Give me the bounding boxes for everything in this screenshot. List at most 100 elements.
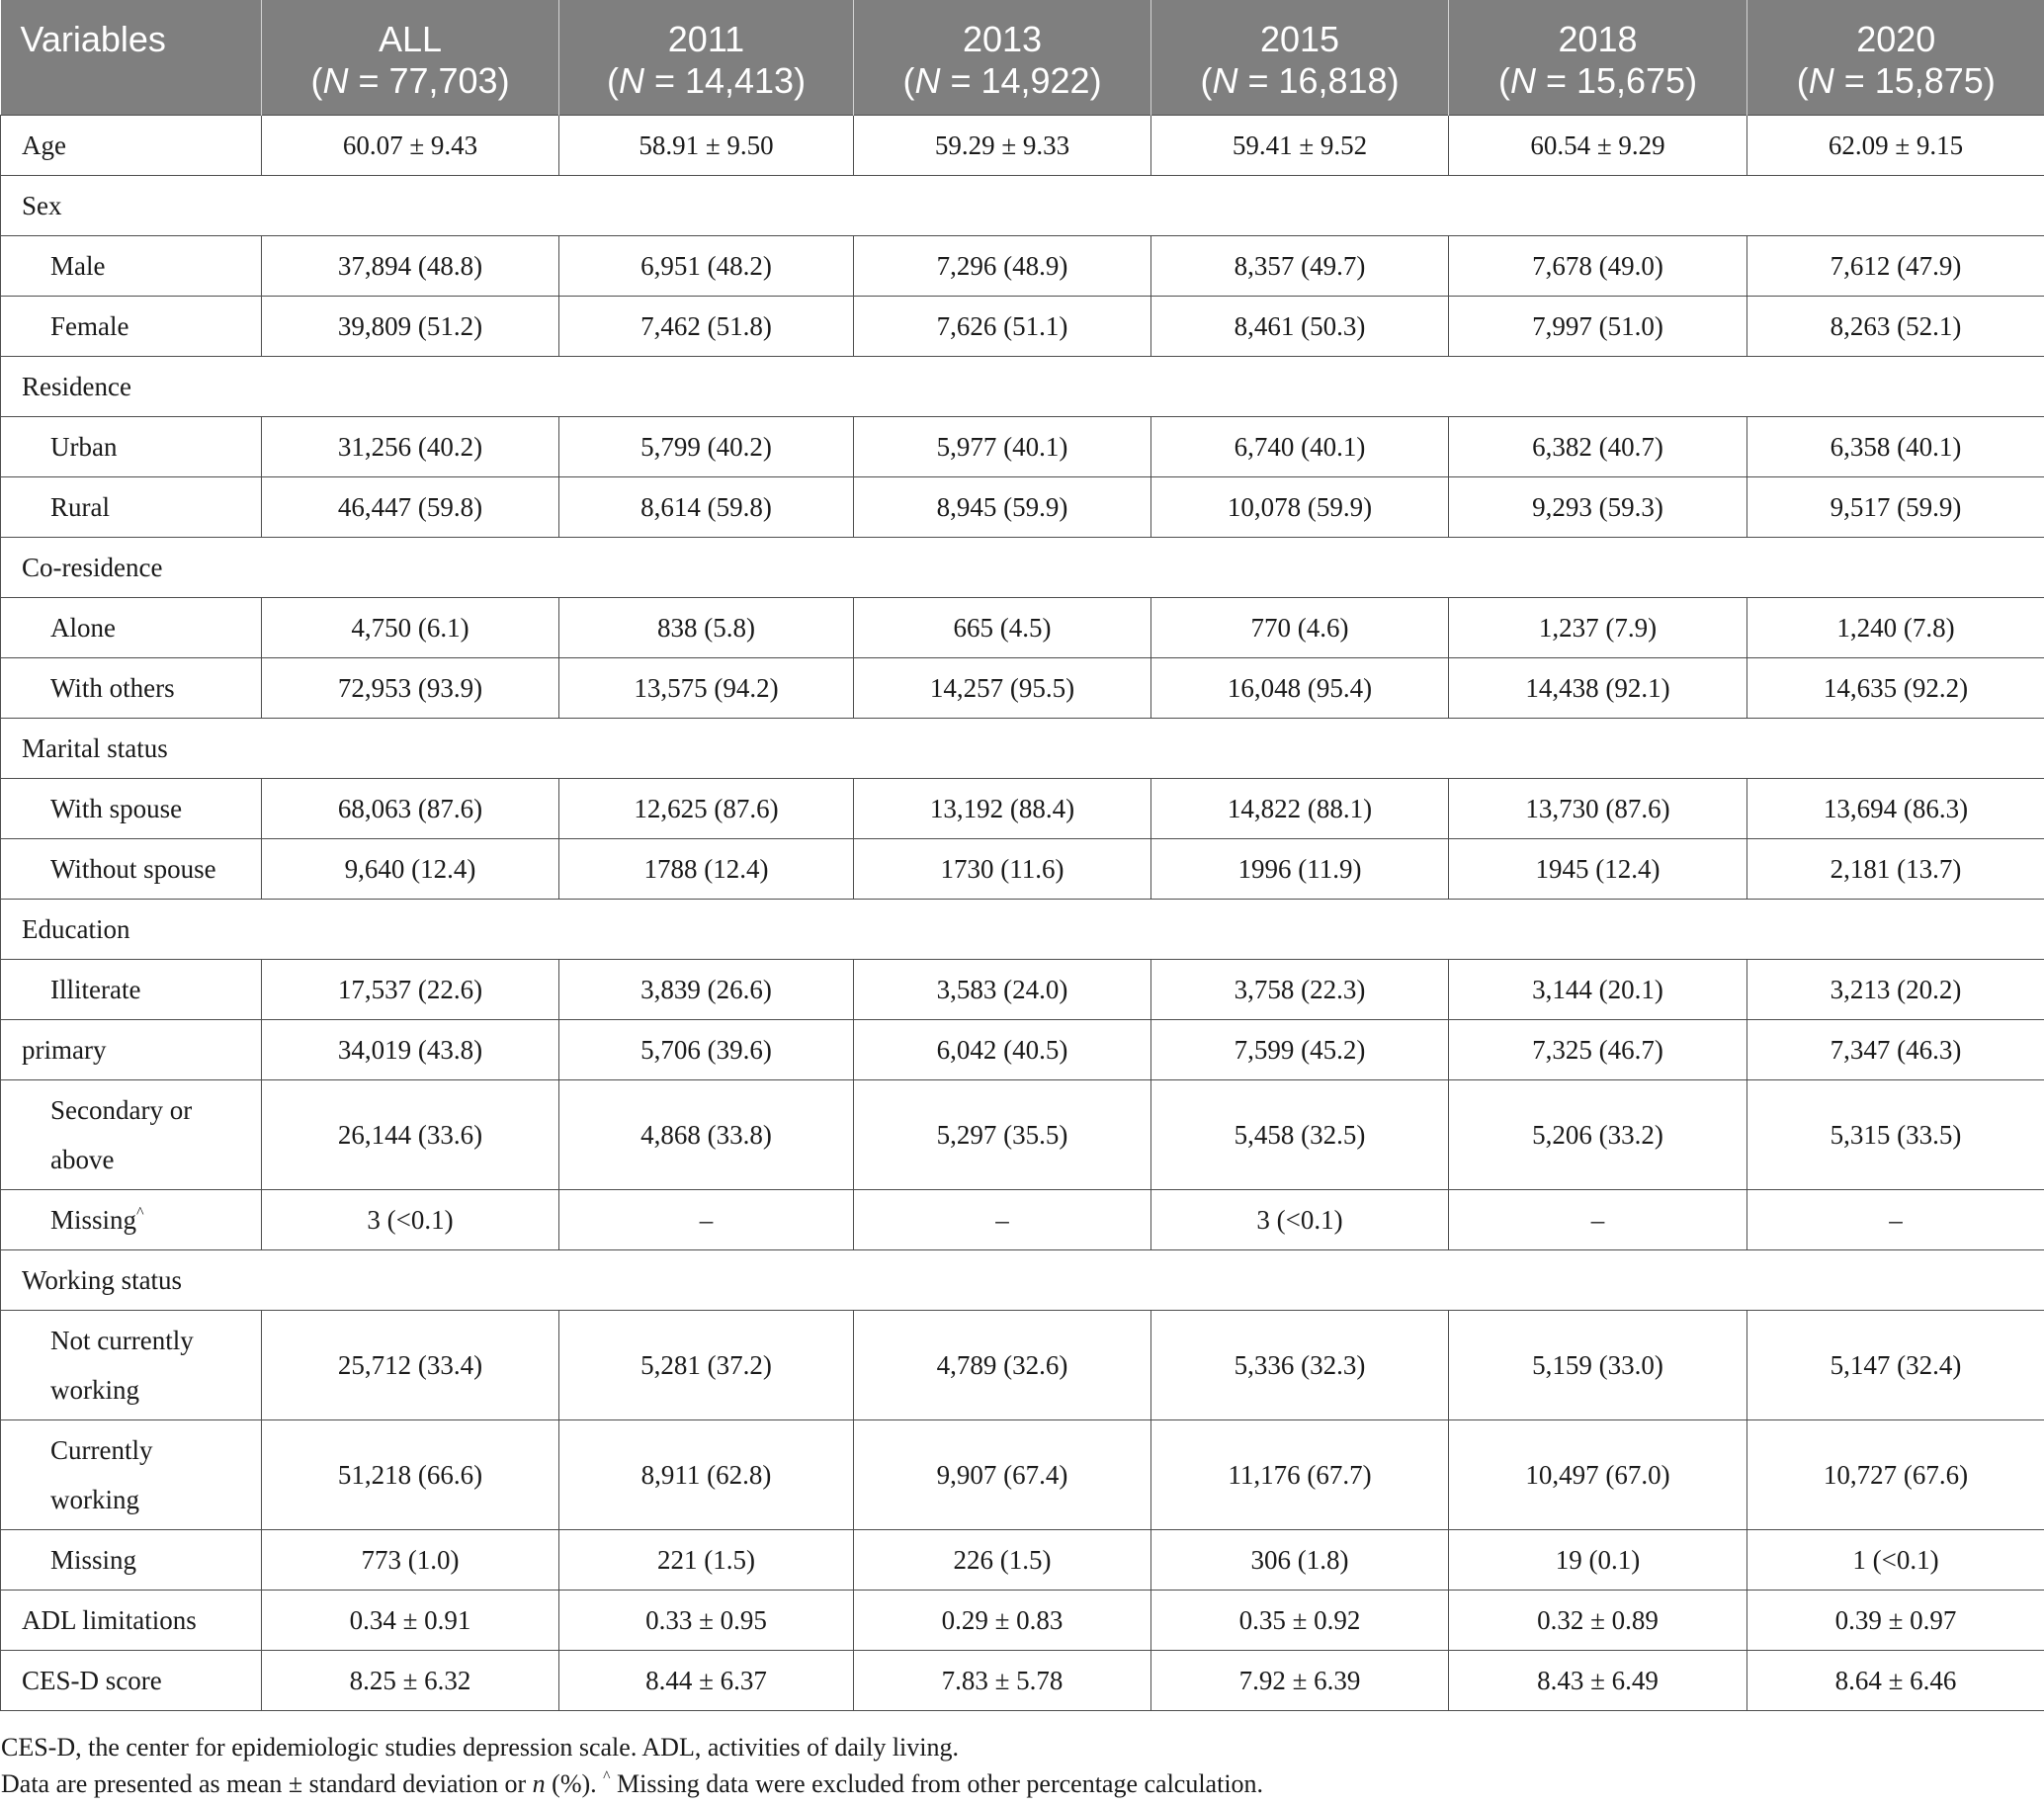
header-col-all: ALL (N = 77,703) — [261, 0, 559, 115]
table-row: Age 60.07 ± 9.43 58.91 ± 9.50 59.29 ± 9.33 5… — [0, 114, 2044, 176]
value-cell-2011: 13,575 (94.2) — [558, 656, 854, 719]
value-cell-2018: 19 (0.1) — [1448, 1528, 1747, 1591]
value-cell-2011: 8.44 ± 6.37 — [558, 1649, 854, 1711]
sample-size-open: ( — [1796, 60, 1809, 101]
row-label: Without spouse — [0, 837, 262, 900]
footnote-text: Missing data were excluded from other pe… — [610, 1769, 1264, 1798]
value-cell-2020: 7,612 (47.9) — [1746, 234, 2044, 297]
value-cell-2018: 60.54 ± 9.29 — [1448, 114, 1747, 176]
row-label: Rural — [0, 475, 262, 538]
value-cell-all: 68,063 (87.6) — [261, 777, 559, 839]
row-label-text: Rural — [50, 491, 110, 522]
value-cell-2020: 6,358 (40.1) — [1746, 415, 2044, 477]
section-row: Co-residence — [0, 536, 2044, 598]
value-cell-2011: 1788 (12.4) — [558, 837, 854, 900]
value-cell-2015: 6,740 (40.1) — [1150, 415, 1449, 477]
section-row: Sex — [0, 174, 2044, 236]
row-label: Male — [0, 234, 262, 297]
header-row: Variables ALL (N = 77,703) 2011 (N = 14,413… — [0, 0, 2044, 115]
value-cell-2020: 2,181 (13.7) — [1746, 837, 2044, 900]
value-cell-2015: 7.92 ± 6.39 — [1150, 1649, 1449, 1711]
row-label-text: Female — [50, 310, 129, 341]
table-row: Rural 46,447 (59.8) 8,614 (59.8) 8,945 (59.… — [0, 475, 2044, 538]
value-cell-2013: 7,626 (51.1) — [853, 295, 1151, 357]
header-col-label: 2013 — [962, 19, 1043, 59]
value-cell-all: 17,537 (22.6) — [261, 958, 559, 1020]
row-label-text: Marital status — [22, 732, 168, 763]
row-label: Missing — [0, 1528, 262, 1591]
section-label: Residence — [0, 355, 2044, 417]
value-cell-2015: 10,078 (59.9) — [1150, 475, 1449, 538]
value-cell-2011: 12,625 (87.6) — [558, 777, 854, 839]
value-cell-all: 9,640 (12.4) — [261, 837, 559, 900]
row-label: Alone — [0, 596, 262, 658]
value-cell-2018: 13,730 (87.6) — [1448, 777, 1747, 839]
table-row: With others 72,953 (93.9) 13,575 (94.2) 14,… — [0, 656, 2044, 719]
value-cell-2015: 14,822 (88.1) — [1150, 777, 1449, 839]
table-row: Currently working 51,218 (66.6) 8,911 (62.… — [0, 1419, 2044, 1530]
value-cell-all: 8.25 ± 6.32 — [261, 1649, 559, 1711]
sample-size-value: = 16,818) — [1237, 60, 1400, 101]
row-label-text: With others — [50, 672, 175, 703]
sample-size-open: ( — [1497, 60, 1510, 101]
sample-size-open: ( — [606, 60, 619, 101]
value-cell-2011: 5,281 (37.2) — [558, 1309, 854, 1420]
row-label-text: Working status — [22, 1264, 183, 1295]
sample-size-open: ( — [1200, 60, 1213, 101]
table-row: Secondary or above 26,144 (33.6) 4,868 (33… — [0, 1078, 2044, 1190]
header-col-2020: 2020 (N = 15,875) — [1746, 0, 2044, 115]
table-row: Male 37,894 (48.8) 6,951 (48.2) 7,296 (48.9… — [0, 234, 2044, 297]
footnote-note-mark: ^ — [603, 1768, 611, 1786]
value-cell-2020: 5,315 (33.5) — [1746, 1078, 2044, 1190]
sample-size-value: = 14,922) — [940, 60, 1102, 101]
table-row: Alone 4,750 (6.1) 838 (5.8) 665 (4.5) 770 (4… — [0, 596, 2044, 658]
header-col-2018: 2018 (N = 15,675) — [1448, 0, 1747, 115]
value-cell-2018: 8.43 ± 6.49 — [1448, 1649, 1747, 1711]
value-cell-all: 3 (<0.1) — [261, 1188, 559, 1250]
header-col-label: ALL — [378, 19, 443, 59]
header-col-sample-size: (N = 77,703) — [266, 60, 554, 102]
value-cell-2020: 0.39 ± 0.97 — [1746, 1589, 2044, 1651]
value-cell-all: 51,218 (66.6) — [261, 1419, 559, 1530]
value-cell-all: 0.34 ± 0.91 — [261, 1589, 559, 1651]
value-cell-2013: 14,257 (95.5) — [853, 656, 1151, 719]
row-label-text: Missing — [50, 1204, 137, 1235]
header-col-2015: 2015 (N = 16,818) — [1150, 0, 1449, 115]
value-cell-2020: 14,635 (92.2) — [1746, 656, 2044, 719]
value-cell-2015: 3,758 (22.3) — [1150, 958, 1449, 1020]
row-label: Urban — [0, 415, 262, 477]
value-cell-2015: 0.35 ± 0.92 — [1150, 1589, 1449, 1651]
header-col-sample-size: (N = 14,413) — [563, 60, 849, 102]
value-cell-2013: 1730 (11.6) — [853, 837, 1151, 900]
section-label: Sex — [0, 174, 2044, 236]
table-header: Variables ALL (N = 77,703) 2011 (N = 14,413… — [0, 0, 2044, 115]
value-cell-2020: 1,240 (7.8) — [1746, 596, 2044, 658]
footnote-data-presentation: Data are presented as mean ± standard de… — [1, 1765, 2037, 1802]
section-row: Working status — [0, 1248, 2044, 1311]
value-cell-2020: 1 (<0.1) — [1746, 1528, 2044, 1591]
value-cell-2013: 13,192 (88.4) — [853, 777, 1151, 839]
value-cell-2013: 665 (4.5) — [853, 596, 1151, 658]
value-cell-2013: 7,296 (48.9) — [853, 234, 1151, 297]
row-label-text: Co-residence — [22, 552, 163, 582]
table-footnotes: CES-D, the center for epidemiologic stud… — [1, 1729, 2037, 1802]
row-label: With spouse — [0, 777, 262, 839]
row-label-text: primary — [22, 1034, 107, 1065]
sample-size-value: = 14,413) — [643, 60, 807, 101]
row-label: Illiterate — [0, 958, 262, 1020]
row-label: CES-D score — [0, 1649, 262, 1711]
value-cell-2011: 3,839 (26.6) — [558, 958, 854, 1020]
value-cell-2011: 4,868 (33.8) — [558, 1078, 854, 1190]
sample-size-value: = 15,675) — [1535, 60, 1698, 101]
row-label-text: Urban — [50, 431, 118, 462]
sample-size-symbol: N — [914, 60, 941, 101]
sample-size-open: ( — [902, 60, 915, 101]
value-cell-2015: 5,336 (32.3) — [1150, 1309, 1449, 1420]
sample-size-symbol: N — [322, 60, 349, 101]
value-cell-2018: 7,678 (49.0) — [1448, 234, 1747, 297]
value-cell-2020: – — [1746, 1188, 2044, 1250]
value-cell-2013: – — [853, 1188, 1151, 1250]
value-cell-2020: 62.09 ± 9.15 — [1746, 114, 2044, 176]
table-row: Illiterate 17,537 (22.6) 3,839 (26.6) 3,583… — [0, 958, 2044, 1020]
value-cell-2020: 5,147 (32.4) — [1746, 1309, 2044, 1420]
